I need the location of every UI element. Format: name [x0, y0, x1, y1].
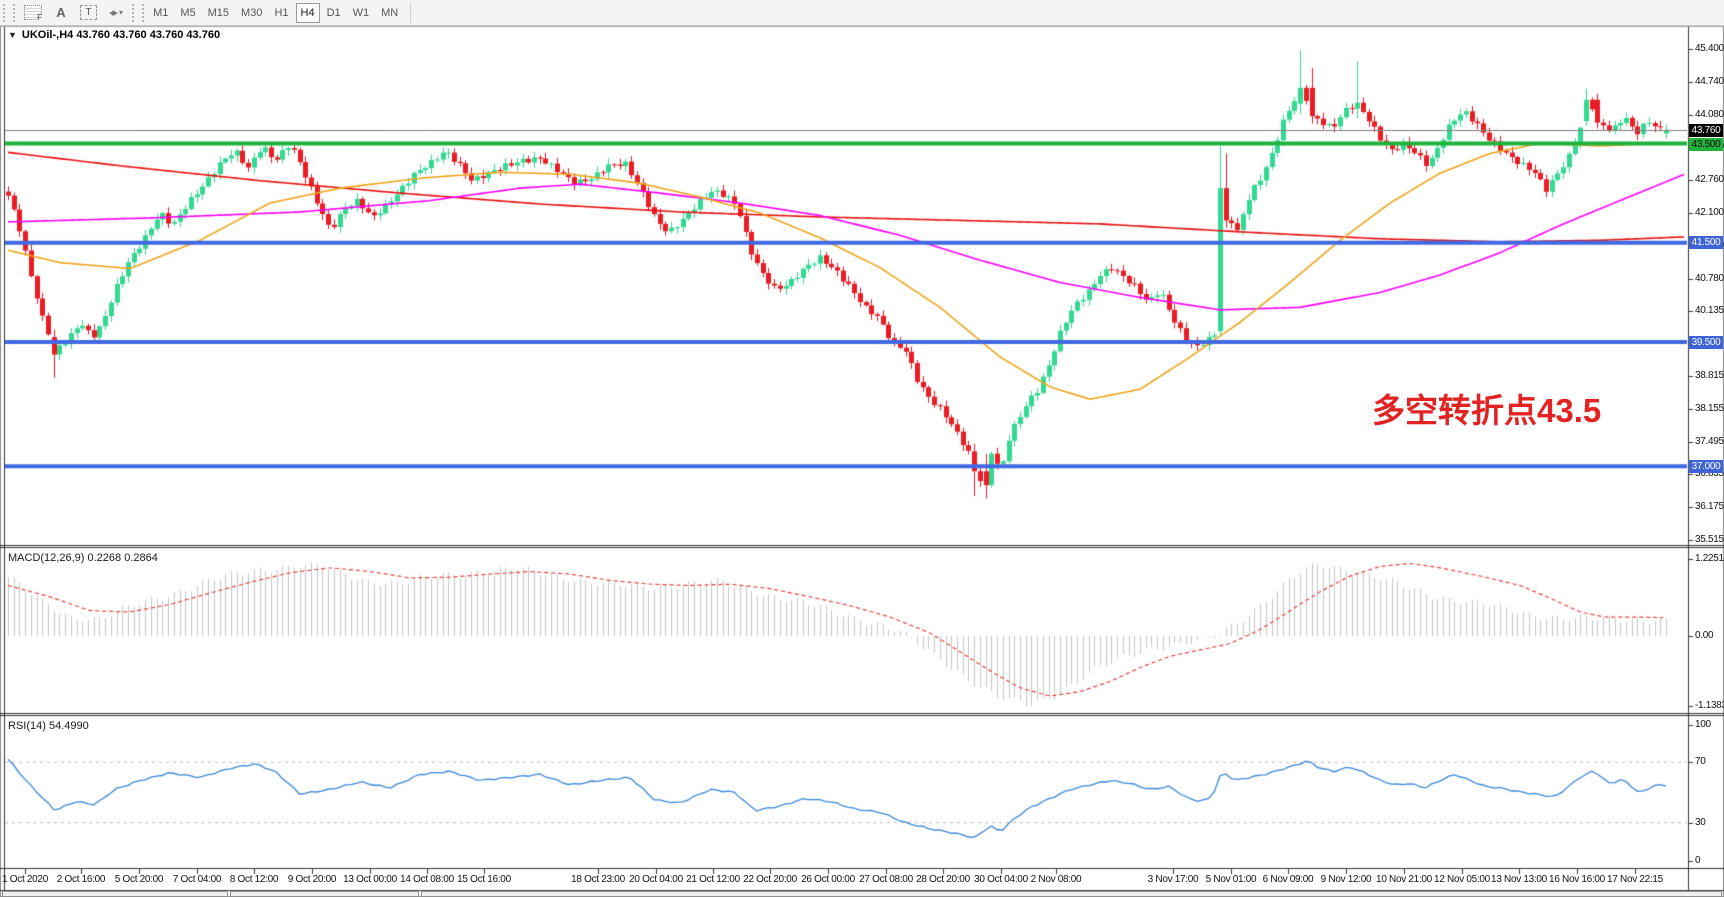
macd-axis-label: -1.1383: [1695, 700, 1724, 711]
time-axis-label: 17 Nov 22:15: [1607, 874, 1663, 885]
macd-main-value: 0.2268: [87, 552, 122, 564]
price-line-badge[interactable]: 43.500: [1689, 138, 1723, 152]
time-axis-label: 13 Oct 00:00: [343, 874, 397, 885]
time-axis-label: 6 Nov 09:00: [1262, 874, 1314, 885]
timeframe-m1-button[interactable]: M1: [148, 3, 173, 23]
rsi-axis-label: 100: [1695, 719, 1711, 730]
time-axis-label: 21 Oct 12:00: [686, 874, 740, 885]
time-axis-label: 3 Nov 17:00: [1147, 874, 1199, 885]
letter-t-icon: T: [80, 5, 97, 20]
rsi-value: 54.4990: [48, 720, 89, 732]
time-axis-label: 16 Nov 16:00: [1549, 874, 1605, 885]
price-tick-label: 40.135: [1695, 304, 1724, 316]
chart-text-annotation[interactable]: 多空转折点43.5: [1372, 392, 1602, 429]
price-tick-label: 45.400: [1695, 43, 1724, 55]
price-tick-label: 35.515: [1695, 534, 1724, 546]
toolbar-group-handle[interactable]: [132, 3, 145, 22]
time-axis-label: 10 Nov 21:00: [1376, 874, 1432, 885]
text-tool-icon[interactable]: T: [75, 3, 102, 23]
timeframe-h1-button[interactable]: H1: [269, 3, 293, 23]
timeframe-w1-button[interactable]: W1: [348, 3, 375, 23]
timeframe-mn-button[interactable]: MN: [376, 3, 403, 23]
time-axis-label: 13 Nov 13:00: [1491, 874, 1547, 885]
time-axis-label: 8 Oct 12:00: [229, 874, 279, 885]
collapse-arrow-icon[interactable]: ▼: [8, 30, 17, 40]
price-tick-label: 38.815: [1695, 370, 1724, 382]
price-tick-label: 40.780: [1695, 272, 1724, 284]
macd-axis-label: 0.00: [1695, 630, 1714, 641]
time-axis-label: 2 Nov 08:00: [1030, 874, 1082, 885]
time-axis-label: 15 Oct 16:00: [457, 874, 511, 885]
macd-signal-value: 0.2864: [124, 552, 158, 564]
time-axis-label: 9 Nov 12:00: [1320, 874, 1372, 885]
rsi-axis-label: 0: [1695, 855, 1701, 866]
toolbar: F A T ◂▸ ▾ M1 M5 M15 M30 H1 H4 D1 W1 MN: [0, 0, 1724, 26]
timeframe-m30-button[interactable]: M30: [236, 3, 267, 23]
timeframe-m15-button[interactable]: M15: [203, 3, 234, 23]
text-label-tool-icon[interactable]: A: [49, 3, 73, 23]
chevron-down-icon: ▾: [119, 8, 124, 17]
time-axis-label: 18 Oct 23:00: [571, 874, 625, 885]
time-axis-label: 5 Nov 01:00: [1205, 874, 1257, 885]
price-tick-label: 44.740: [1695, 75, 1724, 87]
fibonacci-grid-icon: F: [24, 5, 42, 22]
toolbar-separator: [410, 2, 412, 23]
time-axis-label: 27 Oct 08:00: [859, 874, 913, 885]
chart-tab[interactable]: [230, 891, 419, 897]
price-line-badge[interactable]: 43.760: [1689, 123, 1723, 137]
fibonacci-tool-icon[interactable]: F: [19, 3, 47, 23]
time-axis-label: 28 Oct 20:00: [916, 874, 970, 885]
arrows-icon: ◂▸: [109, 7, 118, 19]
toolbar-drag-handle[interactable]: [3, 3, 15, 22]
time-axis-label: 5 Oct 20:00: [114, 874, 164, 885]
time-axis-label: 20 Oct 04:00: [629, 874, 683, 885]
rsi-axis-label: 30: [1695, 816, 1706, 828]
price-tick-label: 37.495: [1695, 435, 1724, 447]
price-tick-label: 36.835: [1695, 468, 1724, 480]
arrows-tool-icon[interactable]: ◂▸ ▾: [104, 3, 128, 23]
time-axis-label: 12 Nov 05:00: [1434, 874, 1490, 885]
time-axis-label: 9 Oct 20:00: [287, 874, 337, 885]
letter-a-icon: A: [56, 5, 66, 20]
price-tick-label: 42.100: [1695, 206, 1724, 218]
time-axis-label: 30 Oct 04:00: [974, 874, 1028, 885]
timeframe-h4-button[interactable]: H4: [295, 2, 320, 23]
price-tick-label: 42.760: [1695, 174, 1724, 186]
rsi-axis-label: 70: [1695, 756, 1706, 768]
time-axis-label: 14 Oct 08:00: [400, 874, 454, 885]
time-axis-label: 2 Oct 16:00: [56, 874, 106, 885]
timeframe-d1-button[interactable]: D1: [322, 3, 346, 23]
time-axis-label: 26 Oct 00:00: [801, 874, 855, 885]
rsi-indicator-label: RSI(14) 54.4990: [8, 720, 89, 732]
time-axis-label: 7 Oct 04:00: [172, 874, 222, 885]
price-tick-label: 36.175: [1695, 501, 1724, 513]
price-tick-label: 44.080: [1695, 108, 1724, 120]
price-line-badge[interactable]: 39.500: [1689, 335, 1723, 349]
time-axis-label: 1 Oct 2020: [2, 874, 48, 885]
price-tick-label: 38.155: [1695, 402, 1724, 414]
timeframe-m5-button[interactable]: M5: [175, 3, 200, 23]
chart-title: ▼ UKOil-,H4 43.760 43.760 43.760 43.760: [8, 29, 220, 41]
macd-indicator-label: MACD(12,26,9) 0.2268 0.2864: [8, 552, 158, 564]
horizontal-scrollbar[interactable]: [421, 891, 1722, 897]
chart-tab[interactable]: [2, 891, 228, 897]
price-line-badge[interactable]: 37.000: [1689, 459, 1723, 473]
time-axis-label: 22 Oct 20:00: [743, 874, 797, 885]
price-line-badge[interactable]: 41.500: [1689, 236, 1723, 250]
macd-axis-label: 1.2251: [1695, 552, 1724, 564]
symbol-ohlc-text: UKOil-,H4 43.760 43.760 43.760 43.760: [21, 29, 221, 41]
